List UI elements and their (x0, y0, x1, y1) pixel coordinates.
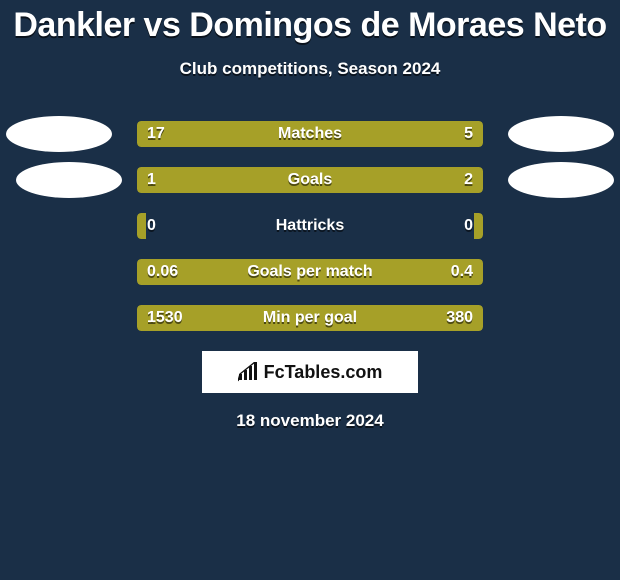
stat-label: Hattricks (137, 213, 483, 239)
brand-text: FcTables.com (264, 362, 383, 383)
stat-bar: 1530380Min per goal (137, 305, 483, 331)
player2-value: 2 (464, 167, 473, 193)
stat-row: 0.060.4Goals per match (0, 259, 620, 285)
date-text: 18 november 2024 (0, 411, 620, 431)
stats-area: 175Matches12Goals00Hattricks0.060.4Goals… (0, 121, 620, 331)
player1-value: 0.06 (147, 259, 178, 285)
player1-value: 1 (147, 167, 156, 193)
player2-bar (244, 167, 483, 193)
stat-row: 0 0Hattricks (0, 213, 620, 239)
player1-value: 1530 (147, 305, 183, 331)
player2-value: 380 (446, 305, 473, 331)
player2-value: 0 (464, 213, 473, 239)
player1-value: 0 (147, 213, 156, 239)
stat-row: 1530380Min per goal (0, 305, 620, 331)
stat-bar: 0.060.4Goals per match (137, 259, 483, 285)
player2-value: 5 (464, 121, 473, 147)
player1-value: 17 (147, 121, 165, 147)
player2-bar (474, 213, 483, 239)
stat-bar: 12Goals (137, 167, 483, 193)
player2-bar (182, 259, 483, 285)
bar-chart-icon (238, 362, 260, 382)
player2-value: 0.4 (451, 259, 473, 285)
stat-bar: 0 0Hattricks (137, 213, 483, 239)
player1-bar (137, 121, 403, 147)
stat-row: 12Goals (0, 167, 620, 193)
stat-row: 175Matches (0, 121, 620, 147)
stat-bar: 175Matches (137, 121, 483, 147)
player1-bar (137, 213, 146, 239)
subtitle: Club competitions, Season 2024 (0, 59, 620, 79)
page-title: Dankler vs Domingos de Moraes Neto (0, 0, 620, 45)
brand-badge[interactable]: FcTables.com (202, 351, 418, 393)
